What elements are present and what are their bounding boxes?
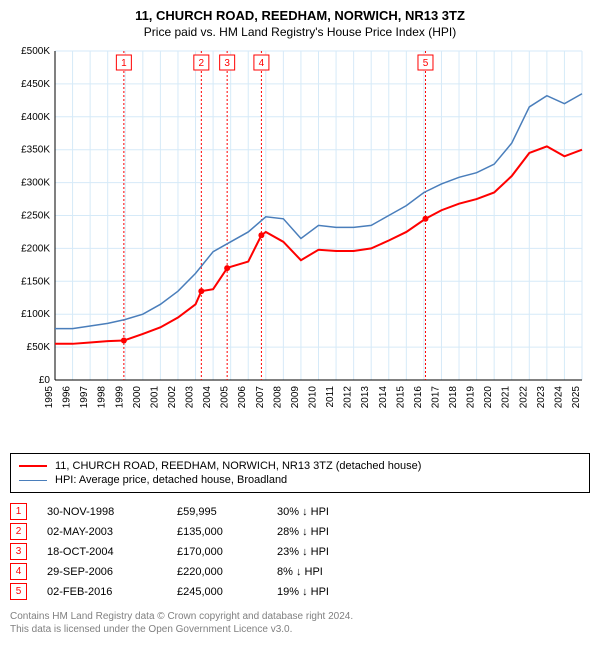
svg-text:1996: 1996 bbox=[62, 386, 73, 409]
svg-text:£500K: £500K bbox=[21, 46, 50, 57]
svg-text:2001: 2001 bbox=[149, 386, 160, 409]
sale-date: 02-MAY-2003 bbox=[47, 526, 177, 538]
sale-row: 4 29-SEP-2006£220,0008% ↓ HPI bbox=[10, 563, 590, 580]
svg-text:2007: 2007 bbox=[255, 386, 266, 409]
svg-text:1995: 1995 bbox=[44, 386, 55, 409]
svg-text:4: 4 bbox=[259, 58, 265, 69]
price-chart: 1995 1996 1997 1998 1999 2000 2001 2002 2003 2004… bbox=[10, 45, 590, 445]
svg-text:2004: 2004 bbox=[202, 386, 213, 409]
svg-text:2015: 2015 bbox=[395, 386, 406, 409]
svg-text:2023: 2023 bbox=[536, 386, 547, 409]
sale-row: 2 02-MAY-2003£135,00028% ↓ HPI bbox=[10, 523, 590, 540]
sale-diff: 23% ↓ HPI bbox=[277, 546, 397, 558]
sale-date: 02-FEB-2016 bbox=[47, 586, 177, 598]
svg-text:2005: 2005 bbox=[220, 386, 231, 409]
svg-text:2000: 2000 bbox=[132, 386, 143, 409]
svg-text:2019: 2019 bbox=[466, 386, 477, 409]
sale-diff: 8% ↓ HPI bbox=[277, 566, 397, 578]
legend-row: 11, CHURCH ROAD, REEDHAM, NORWICH, NR13 … bbox=[19, 460, 581, 472]
svg-text:£400K: £400K bbox=[21, 112, 50, 123]
svg-text:£200K: £200K bbox=[21, 243, 50, 254]
svg-text:5: 5 bbox=[423, 58, 429, 69]
svg-text:2016: 2016 bbox=[413, 386, 424, 409]
svg-text:2003: 2003 bbox=[185, 386, 196, 409]
svg-text:2020: 2020 bbox=[483, 386, 494, 409]
legend-swatch bbox=[19, 465, 47, 467]
svg-text:2012: 2012 bbox=[343, 386, 354, 409]
sale-row: 5 02-FEB-2016£245,00019% ↓ HPI bbox=[10, 583, 590, 600]
svg-text:2008: 2008 bbox=[272, 386, 283, 409]
legend-row: HPI: Average price, detached house, Broa… bbox=[19, 474, 581, 486]
sale-date: 29-SEP-2006 bbox=[47, 566, 177, 578]
svg-text:2009: 2009 bbox=[290, 386, 301, 409]
svg-text:£300K: £300K bbox=[21, 178, 50, 189]
sale-row: 3 18-OCT-2004£170,00023% ↓ HPI bbox=[10, 543, 590, 560]
svg-text:1997: 1997 bbox=[79, 386, 90, 409]
svg-text:2: 2 bbox=[199, 58, 205, 69]
svg-text:3: 3 bbox=[224, 58, 230, 69]
svg-text:2002: 2002 bbox=[167, 386, 178, 409]
footer-line2: This data is licensed under the Open Gov… bbox=[10, 623, 590, 636]
sale-price: £59,995 bbox=[177, 506, 277, 518]
svg-text:2024: 2024 bbox=[553, 386, 564, 409]
title-line1: 11, CHURCH ROAD, REEDHAM, NORWICH, NR13 … bbox=[10, 8, 590, 23]
svg-text:1998: 1998 bbox=[97, 386, 108, 409]
sale-marker: 1 bbox=[10, 503, 27, 520]
legend-swatch bbox=[19, 480, 47, 481]
svg-text:1: 1 bbox=[121, 58, 127, 69]
svg-text:2018: 2018 bbox=[448, 386, 459, 409]
svg-text:2021: 2021 bbox=[501, 386, 512, 409]
sale-diff: 28% ↓ HPI bbox=[277, 526, 397, 538]
sale-marker: 3 bbox=[10, 543, 27, 560]
sale-diff: 30% ↓ HPI bbox=[277, 506, 397, 518]
legend-label: 11, CHURCH ROAD, REEDHAM, NORWICH, NR13 … bbox=[55, 460, 421, 472]
sales-table: 1 30-NOV-1998£59,99530% ↓ HPI 2 02-MAY-2003… bbox=[10, 503, 590, 600]
svg-text:2010: 2010 bbox=[308, 386, 319, 409]
svg-text:£450K: £450K bbox=[21, 79, 50, 90]
svg-text:2014: 2014 bbox=[378, 386, 389, 409]
svg-text:2022: 2022 bbox=[518, 386, 529, 409]
sale-marker: 2 bbox=[10, 523, 27, 540]
svg-text:1999: 1999 bbox=[114, 386, 125, 409]
sale-date: 18-OCT-2004 bbox=[47, 546, 177, 558]
chart-titles: 11, CHURCH ROAD, REEDHAM, NORWICH, NR13 … bbox=[10, 8, 590, 39]
svg-text:2017: 2017 bbox=[430, 386, 441, 409]
legend: 11, CHURCH ROAD, REEDHAM, NORWICH, NR13 … bbox=[10, 453, 590, 493]
svg-text:£50K: £50K bbox=[27, 342, 51, 353]
svg-text:£0: £0 bbox=[39, 375, 51, 386]
svg-text:2011: 2011 bbox=[325, 386, 336, 408]
svg-text:£250K: £250K bbox=[21, 211, 50, 222]
sale-marker: 4 bbox=[10, 563, 27, 580]
legend-label: HPI: Average price, detached house, Broa… bbox=[55, 474, 287, 486]
svg-text:£150K: £150K bbox=[21, 276, 50, 287]
sale-price: £245,000 bbox=[177, 586, 277, 598]
footer: Contains HM Land Registry data © Crown c… bbox=[10, 610, 590, 636]
sale-marker: 5 bbox=[10, 583, 27, 600]
svg-text:£350K: £350K bbox=[21, 145, 50, 156]
title-line2: Price paid vs. HM Land Registry's House … bbox=[10, 25, 590, 39]
footer-line1: Contains HM Land Registry data © Crown c… bbox=[10, 610, 590, 623]
sale-price: £220,000 bbox=[177, 566, 277, 578]
svg-text:2025: 2025 bbox=[571, 386, 582, 409]
sale-diff: 19% ↓ HPI bbox=[277, 586, 397, 598]
svg-text:£100K: £100K bbox=[21, 309, 50, 320]
svg-text:2006: 2006 bbox=[237, 386, 248, 409]
sale-date: 30-NOV-1998 bbox=[47, 506, 177, 518]
svg-text:2013: 2013 bbox=[360, 386, 371, 409]
sale-row: 1 30-NOV-1998£59,99530% ↓ HPI bbox=[10, 503, 590, 520]
sale-price: £135,000 bbox=[177, 526, 277, 538]
sale-price: £170,000 bbox=[177, 546, 277, 558]
